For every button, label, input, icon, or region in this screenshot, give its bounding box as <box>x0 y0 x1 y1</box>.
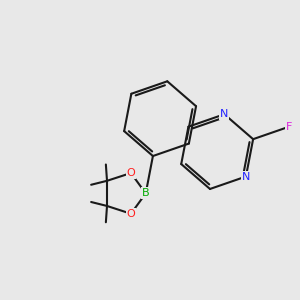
Text: O: O <box>127 168 135 178</box>
Text: N: N <box>220 109 229 119</box>
Text: B: B <box>142 188 149 198</box>
Text: N: N <box>242 172 250 182</box>
Text: O: O <box>127 209 135 219</box>
Text: F: F <box>286 122 292 132</box>
